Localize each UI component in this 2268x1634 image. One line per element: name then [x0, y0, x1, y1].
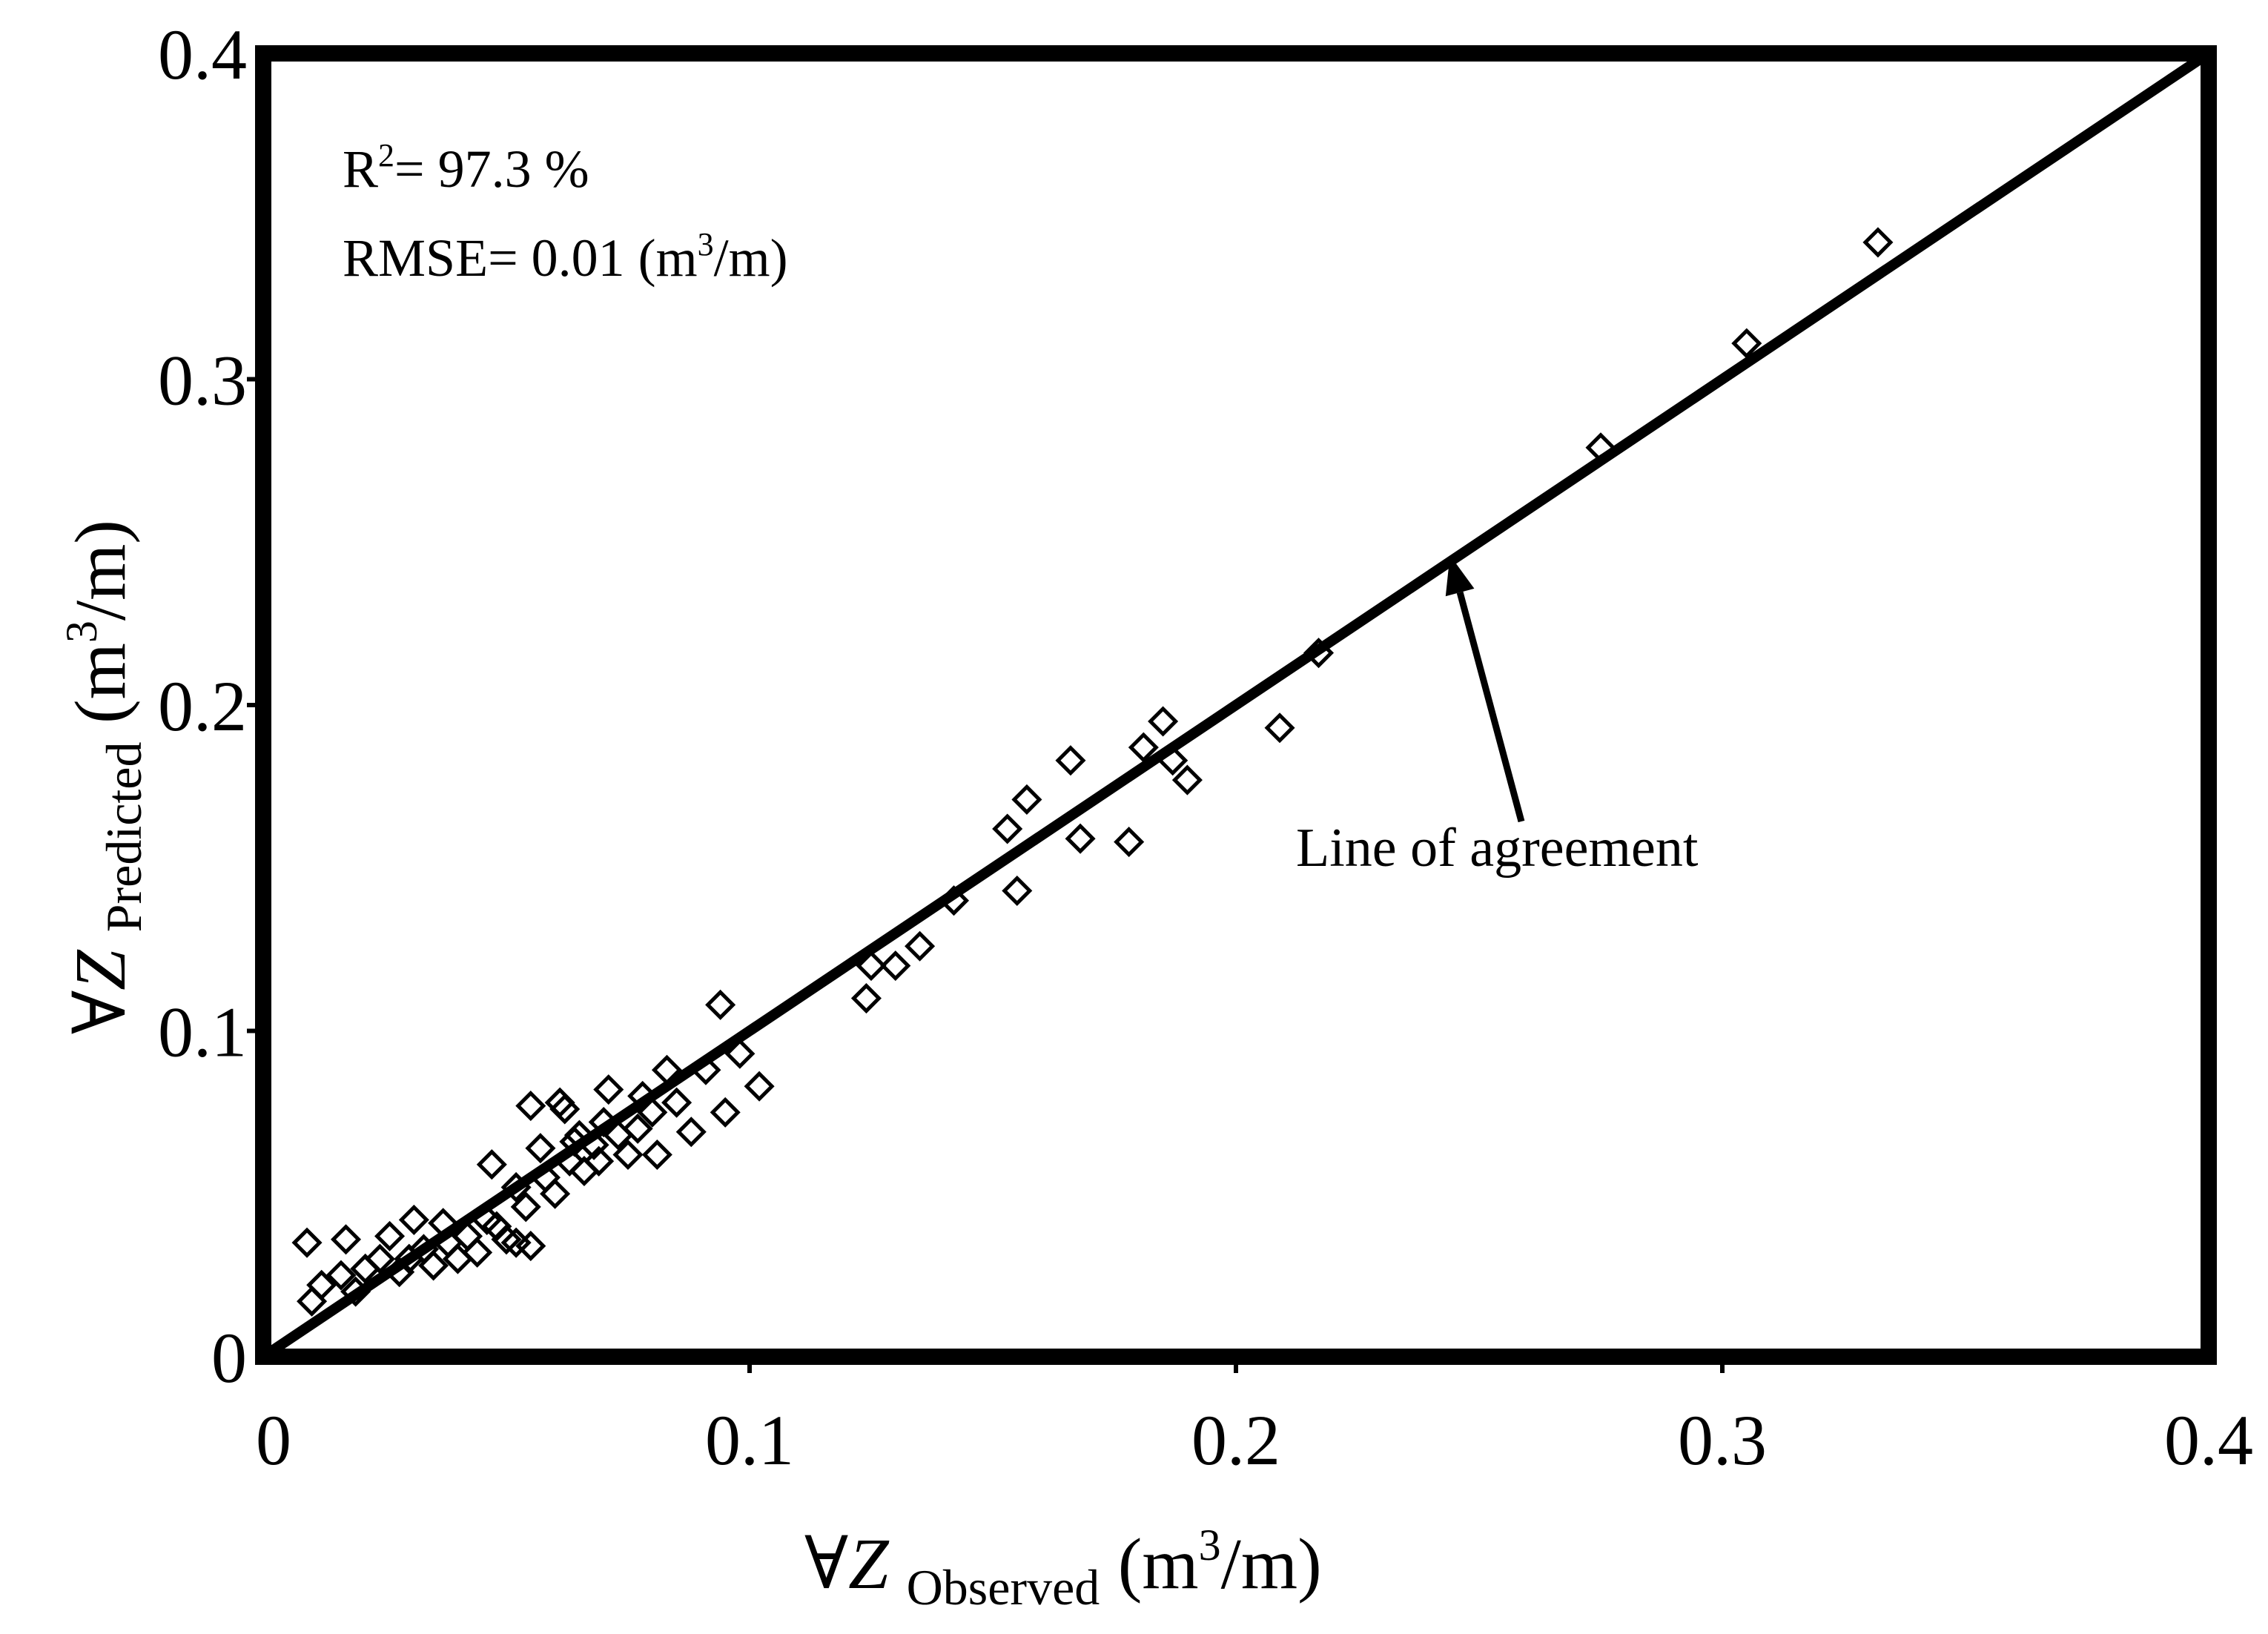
- data-point: [418, 1250, 449, 1281]
- data-point: [306, 1269, 337, 1300]
- data-point: [905, 930, 936, 962]
- line-of-agreement-label: Line of agreement: [1296, 818, 1699, 879]
- data-point: [583, 1145, 615, 1177]
- data-point: [515, 1091, 546, 1122]
- y-axis-var: Z: [61, 949, 141, 990]
- data-point: [510, 1191, 541, 1223]
- data-point: [705, 989, 736, 1020]
- data-point: [1114, 827, 1145, 858]
- y-axis-unit-sup: 3: [57, 621, 106, 643]
- data-point: [491, 1224, 522, 1255]
- annotation-arrow: [1456, 591, 1525, 823]
- data-point: [291, 1227, 323, 1258]
- y-tick-label: 0.4: [158, 15, 247, 94]
- r-squared-stat: R2= 97.3 %: [343, 137, 589, 199]
- x-axis-unit-close: /m): [1221, 1524, 1322, 1604]
- y-axis-unit-close: /m): [61, 520, 141, 621]
- data-point: [1303, 638, 1335, 669]
- rmse-stat: RMSE= 0.01 (m3/m): [343, 226, 788, 288]
- data-point: [612, 1139, 644, 1171]
- data-point: [569, 1155, 600, 1187]
- x-axis-unit-sup: 3: [1199, 1521, 1221, 1570]
- data-point: [675, 1117, 707, 1148]
- annotation-arrow-head: [1445, 555, 1475, 597]
- data-point: [398, 1204, 429, 1235]
- x-axis-title: ∀Z Observed (m3/m): [804, 1521, 1322, 1615]
- data-point: [1585, 432, 1616, 463]
- y-axis-unit-open: (m: [61, 643, 141, 741]
- y-tick-label: 0.1: [158, 993, 247, 1072]
- data-point: [540, 1178, 571, 1209]
- data-point: [297, 1286, 328, 1317]
- x-tick-label: 0.4: [2164, 1400, 2253, 1480]
- rmse-suffix: /m): [714, 228, 788, 288]
- data-point: [992, 813, 1023, 844]
- data-point: [1011, 784, 1042, 815]
- data-point: [690, 1054, 721, 1085]
- data-point: [710, 1096, 741, 1128]
- data-point: [374, 1220, 406, 1251]
- data-point: [1264, 712, 1295, 744]
- rmse-superscript: 3: [698, 226, 714, 262]
- data-point: [641, 1139, 672, 1171]
- data-point: [462, 1237, 493, 1268]
- r2-value: = 97.3 %: [394, 139, 589, 199]
- x-axis-unit-open: (m: [1100, 1524, 1198, 1604]
- data-point: [1148, 706, 1179, 737]
- data-point: [856, 950, 887, 982]
- data-point: [364, 1243, 395, 1274]
- data-point: [554, 1145, 585, 1177]
- y-axis-title: ∀Z Predicted (m3/m): [57, 520, 152, 1034]
- y-axis-subscript: Predicted: [96, 742, 152, 933]
- y-tick-label: 0: [211, 1318, 247, 1398]
- data-point: [938, 885, 970, 916]
- data-point: [593, 1074, 624, 1105]
- data-point: [559, 1126, 590, 1157]
- y-axis-symbol: ∀: [61, 990, 141, 1034]
- data-point: [476, 1149, 507, 1180]
- data-point: [525, 1133, 556, 1164]
- data-point: [724, 1038, 756, 1069]
- data-point: [515, 1231, 546, 1262]
- data-point: [1731, 328, 1762, 359]
- data-point: [651, 1054, 683, 1085]
- rmse-prefix: RMSE= 0.01 (m: [343, 228, 698, 288]
- x-tick-label: 0.3: [1678, 1400, 1767, 1480]
- data-point: [325, 1260, 357, 1291]
- x-tick-label: 0.1: [705, 1400, 794, 1480]
- data-point: [880, 950, 911, 982]
- data-points: [291, 227, 1894, 1317]
- data-point: [744, 1071, 775, 1102]
- x-tick-label: 0.2: [1191, 1400, 1280, 1480]
- data-point: [330, 1224, 362, 1255]
- x-axis-subscript: Observed: [907, 1559, 1100, 1615]
- data-point: [1128, 732, 1159, 763]
- x-tick-label: 0: [256, 1400, 291, 1480]
- x-axis-symbol: ∀: [804, 1524, 848, 1604]
- data-point: [637, 1096, 668, 1128]
- data-point: [340, 1276, 371, 1307]
- data-point: [500, 1171, 532, 1203]
- x-tick-labels: 0 0.1 0.2 0.3 0.4: [256, 1357, 2253, 1480]
- r2-prefix: R: [343, 139, 378, 199]
- y-tick-labels: 0 0.1 0.2 0.3 0.4: [158, 15, 263, 1398]
- data-point: [1862, 227, 1894, 258]
- data-point: [1002, 875, 1033, 907]
- data-point: [1171, 764, 1203, 796]
- data-point: [622, 1113, 653, 1144]
- data-point: [1065, 823, 1096, 854]
- data-point: [1157, 745, 1188, 776]
- y-tick-label: 0.3: [158, 341, 247, 420]
- r2-superscript: 2: [378, 137, 394, 173]
- x-axis-var: Z: [848, 1524, 890, 1604]
- data-point: [1055, 745, 1086, 776]
- data-point: [549, 1094, 581, 1125]
- data-point: [850, 983, 882, 1014]
- data-point: [661, 1087, 692, 1118]
- y-tick-label: 0.2: [158, 666, 247, 746]
